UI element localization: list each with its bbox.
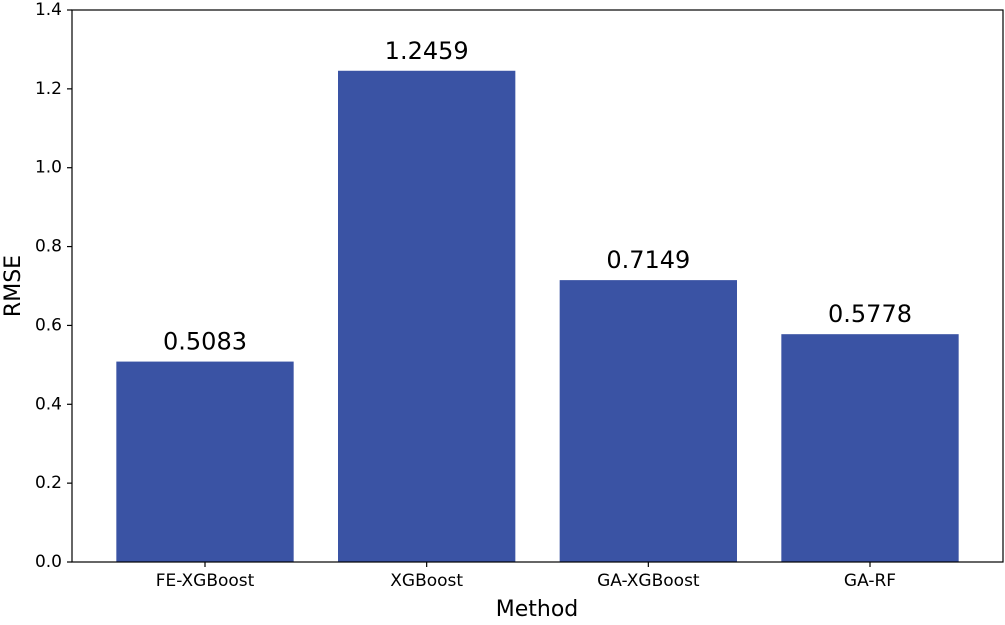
y-axis-label: RMSE [1,255,26,317]
y-tick-label: 0.2 [35,473,62,493]
x-tick-label: GA-RF [844,571,896,591]
value-label: 0.5083 [163,328,247,356]
bar [116,361,294,562]
y-tick-label: 1.2 [35,79,62,99]
bar [781,334,959,562]
x-tick-label: GA-XGBoost [597,571,700,591]
y-tick-label: 0.0 [35,552,62,572]
x-tick-label: FE-XGBoost [156,571,255,591]
value-label: 1.2459 [385,37,469,65]
value-label: 0.5778 [828,300,912,328]
y-tick-label: 0.8 [35,237,62,257]
x-axis-label: Method [496,597,579,622]
y-tick-label: 1.0 [35,158,62,178]
bar [338,70,516,562]
bar [559,280,737,562]
y-tick-label: 0.4 [35,394,62,414]
y-tick-label: 0.6 [35,315,62,335]
y-tick-label: 1.4 [35,0,62,20]
x-tick-label: XGBoost [390,571,463,591]
value-label: 0.7149 [606,246,690,274]
plot-frame [71,9,1004,563]
